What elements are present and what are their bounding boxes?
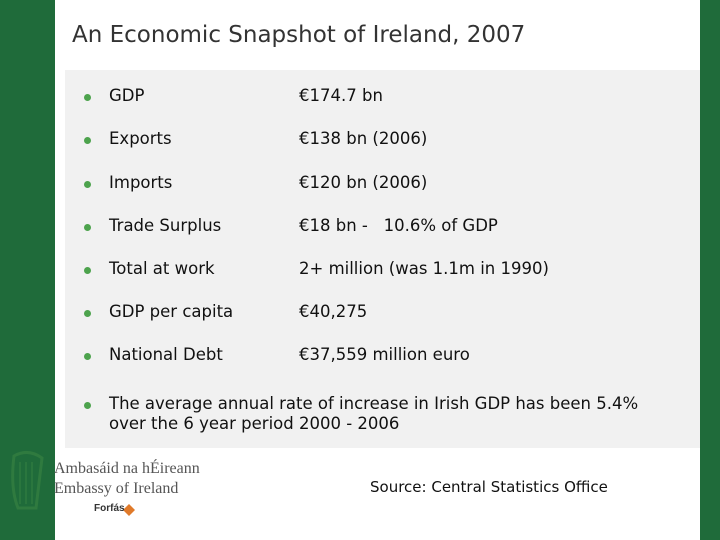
- forfas-icon: [123, 504, 135, 516]
- bullet-dot: [84, 94, 91, 101]
- bullet-dot: [84, 353, 91, 360]
- item-value: €18 bn - 10.6% of GDP: [299, 216, 498, 235]
- item-value: €120 bn (2006): [299, 173, 428, 192]
- item-label: GDP: [109, 86, 145, 105]
- item-label: Exports: [109, 129, 172, 148]
- bullet-dot: [84, 267, 91, 274]
- logo-text: Forfás: [94, 503, 125, 514]
- bullet-dot: [84, 137, 91, 144]
- item-label: GDP per capita: [109, 302, 234, 321]
- source: Source: Central Statistics Office: [370, 478, 608, 496]
- content-panel: [65, 70, 700, 448]
- bullet-dot: [84, 310, 91, 317]
- harp-logo: [11, 451, 44, 510]
- item-value: €138 bn (2006): [299, 129, 428, 148]
- green-band: [700, 0, 720, 540]
- item-label: Imports: [109, 173, 173, 192]
- bullet-dot: [84, 224, 91, 231]
- item-value: €40,275: [299, 302, 368, 321]
- item-label: National Debt: [109, 345, 223, 364]
- green-band: [0, 0, 55, 540]
- logo-text: Ambasáid na hÉireann: [54, 460, 200, 477]
- item-value: €37,559 million euro: [299, 345, 470, 364]
- note: The average annual rate of increase in I…: [109, 394, 639, 433]
- bullet-dot: [84, 402, 91, 409]
- title: An Economic Snapshot of Ireland, 2007: [72, 22, 526, 48]
- item-label: Total at work: [109, 259, 215, 278]
- logo-text: Embassy of Ireland: [54, 480, 179, 497]
- item-value: 2+ million (was 1.1m in 1990): [299, 259, 549, 278]
- item-value: €174.7 bn: [299, 86, 383, 105]
- item-label: Trade Surplus: [109, 216, 222, 235]
- bullet-dot: [84, 181, 91, 188]
